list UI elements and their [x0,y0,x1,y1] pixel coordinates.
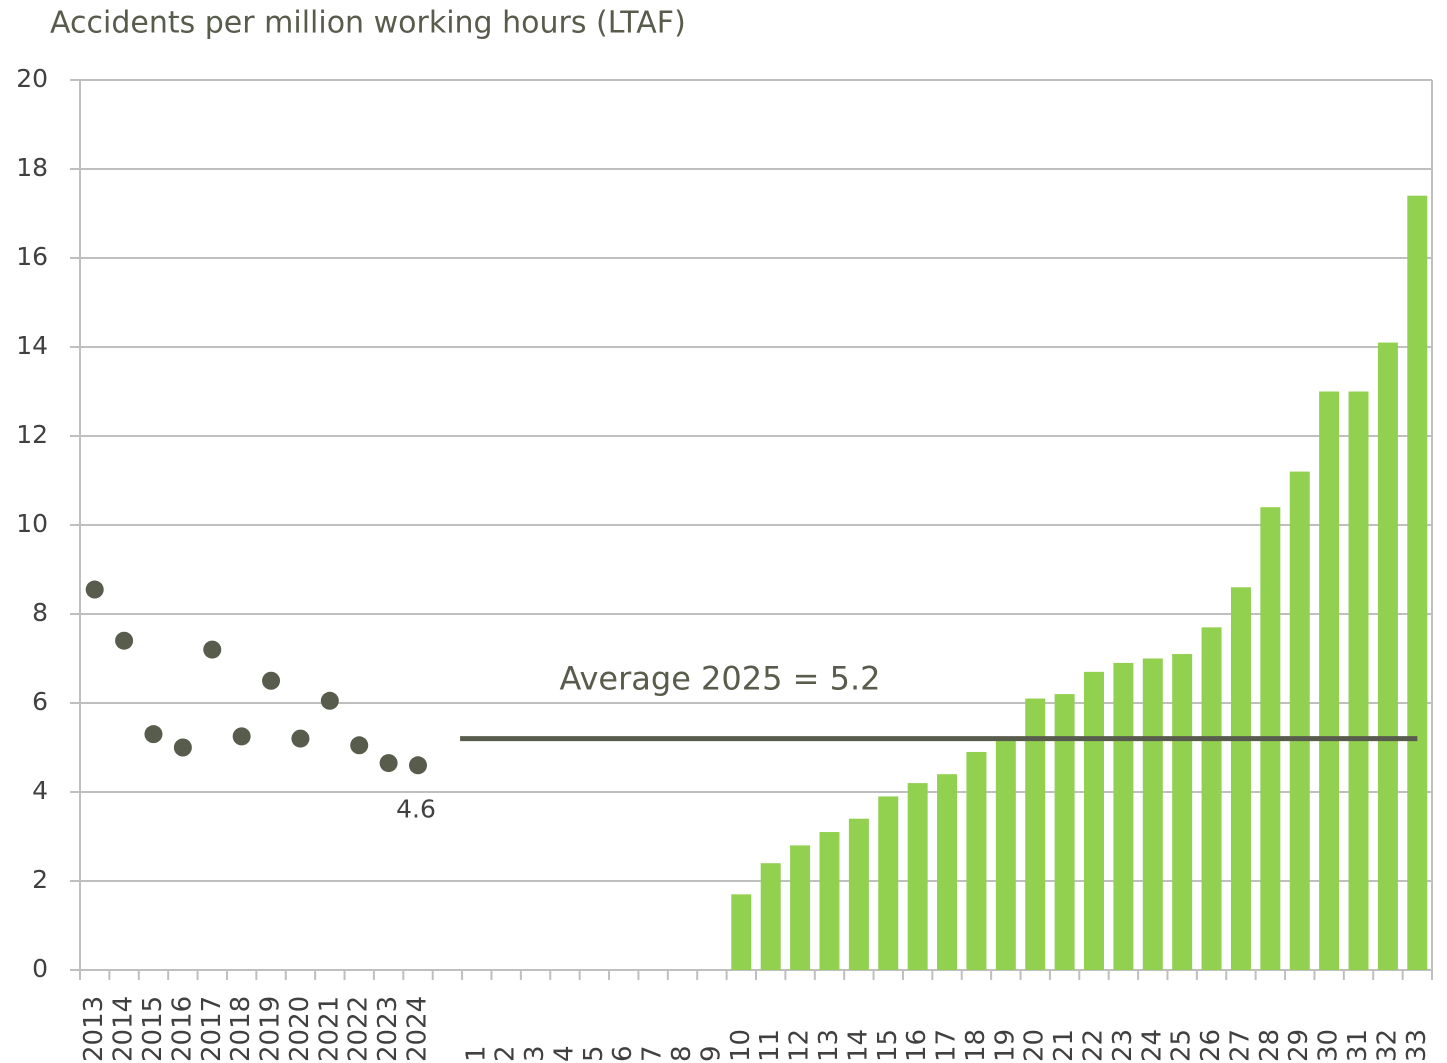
x-tick-label: 2023 [373,996,403,1062]
bar [731,894,752,970]
x-tick-label: 17 [932,1029,962,1062]
y-tick-label: 2 [32,865,48,894]
x-tick-label: 9 [696,1045,726,1062]
point [262,671,281,690]
x-tick-label: 21 [1049,1029,1079,1062]
x-tick-label: 2013 [79,996,109,1062]
x-tick-label: 5 [579,1045,609,1062]
point [85,580,104,599]
y-tick-label: 16 [16,242,48,271]
x-tick-label: 2016 [167,996,197,1062]
y-tick-label: 20 [16,64,48,93]
point [291,729,310,748]
bar [878,796,899,970]
x-tick-label: 32 [1372,1029,1402,1062]
x-tick-label: 2014 [109,996,139,1062]
bar [966,751,987,970]
point [144,725,163,744]
x-tick-label: 7 [638,1045,668,1062]
x-tick-label: 27 [1225,1029,1255,1062]
x-tick-label: 23 [1108,1029,1138,1062]
y-tick-label: 18 [16,153,48,182]
x-tick-label: 24 [1137,1029,1167,1062]
x-tick-label: 20 [1020,1029,1050,1062]
x-tick-label: 14 [843,1029,873,1062]
y-tick-label: 4 [32,776,48,805]
bar [1377,342,1398,970]
x-tick-label: 8 [667,1045,697,1062]
x-tick-label: 2019 [256,996,286,1062]
x-tick-label: 2018 [226,996,256,1062]
x-tick-label: 26 [1196,1029,1226,1062]
data-label: 4.6 [396,794,436,823]
x-tick-label: 22 [1079,1029,1109,1062]
chart-title: Accidents per million working hours (LTA… [50,6,686,41]
annotation: Average 2025 = 5.2 [559,660,880,698]
x-tick-label: 2 [491,1045,521,1062]
bar [1201,627,1222,970]
y-tick-label: 14 [16,331,48,360]
y-tick-label: 0 [32,954,48,983]
bar [790,845,811,970]
bar [1054,694,1075,970]
x-tick-label: 28 [1255,1029,1285,1062]
bar [937,774,958,970]
x-tick-label: 1 [461,1045,491,1062]
x-tick-label: 2021 [314,996,344,1062]
x-tick-label: 2015 [138,996,168,1062]
point [115,631,134,650]
bar [848,818,869,970]
bar [1084,671,1104,970]
x-tick-label: 11 [755,1029,785,1062]
x-tick-label: 2022 [344,996,374,1062]
point [350,736,369,755]
x-tick-label: 15 [873,1029,903,1062]
bar [1407,195,1428,970]
x-tick-label: 29 [1284,1029,1314,1062]
point [203,640,222,659]
bar [1172,654,1193,970]
point [320,691,339,710]
y-tick-label: 6 [32,687,48,716]
bar [1289,471,1310,970]
y-tick-label: 12 [16,420,48,449]
x-tick-label: 18 [961,1029,991,1062]
x-tick-label: 12 [785,1029,815,1062]
bar [1348,391,1369,970]
bar [1319,391,1340,970]
x-tick-label: 3 [520,1045,550,1062]
x-tick-label: 16 [902,1029,932,1062]
x-tick-label: 2017 [197,996,227,1062]
bar [760,863,781,970]
x-tick-label: 2020 [285,996,315,1062]
y-tick-label: 10 [16,509,48,538]
x-tick-label: 31 [1343,1029,1373,1062]
bar [819,832,840,970]
bar [1025,698,1046,970]
bar [995,738,1016,970]
y-tick-label: 8 [32,598,48,627]
bar [1142,658,1163,970]
point [232,727,251,746]
x-tick-label: 33 [1402,1029,1432,1062]
x-tick-label: 19 [990,1029,1020,1062]
point [173,738,192,757]
x-tick-label: 25 [1167,1029,1197,1062]
bar [1230,587,1251,970]
x-tick-label: 30 [1314,1029,1344,1062]
x-tick-label: 2024 [403,996,433,1062]
x-tick-label: 10 [726,1029,756,1062]
x-tick-label: 13 [814,1029,844,1062]
bar [907,783,928,970]
point [379,754,398,773]
x-tick-label: 6 [608,1045,638,1062]
x-tick-label: 4 [549,1045,579,1062]
bar [1113,662,1134,970]
point [409,756,427,775]
